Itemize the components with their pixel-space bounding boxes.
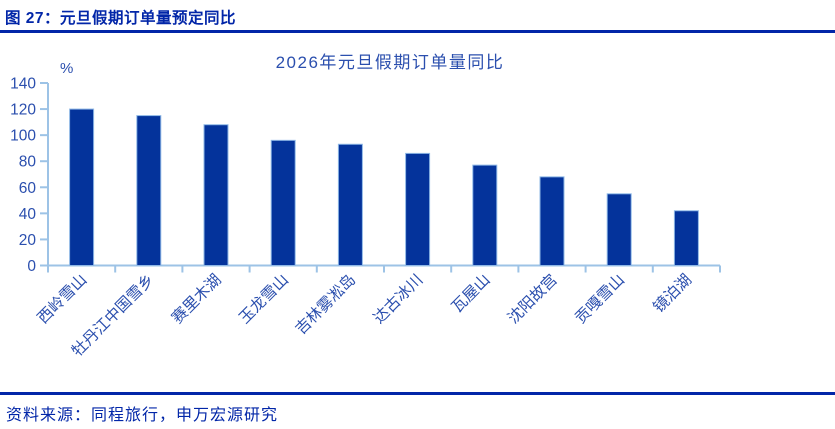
x-axis-label: 玉龙雪山: [235, 271, 292, 328]
bar: [136, 115, 162, 267]
y-axis-tick-label: 20: [19, 232, 37, 249]
y-axis-tick-label: 100: [10, 128, 36, 145]
y-axis-tick-label: 120: [10, 102, 36, 119]
y-axis-unit-label: %: [60, 60, 74, 77]
bar: [203, 124, 229, 267]
bar: [606, 193, 632, 266]
x-axis-label: 吉林雾凇岛: [292, 271, 360, 339]
y-axis-tick-label: 80: [19, 154, 37, 171]
x-axis-label: 镜泊湖: [649, 270, 695, 316]
y-axis-tick-label: 40: [19, 206, 37, 223]
header-divider: [0, 30, 835, 33]
chart-title: 2026年元旦假期订单量同比: [275, 53, 505, 72]
footer-divider: [0, 392, 835, 395]
y-axis-tick-label: 0: [27, 258, 36, 275]
bar-chart: 0 20 40 60 80 100 120 140 西岭雪山 牡丹江中国雪乡 赛里木湖 玉龙雪山 吉林雾…: [0, 33, 835, 389]
x-axis-label: 赛里木湖: [168, 270, 225, 327]
data-source: 资料来源：同程旅行，申万宏源研究: [6, 407, 279, 424]
bar: [405, 152, 431, 266]
bar: [472, 164, 498, 266]
y-axis-tick-label: 140: [10, 76, 36, 93]
x-axis-label: 沈阳故宫: [504, 271, 561, 328]
y-axis-tick-label: 60: [19, 180, 37, 197]
x-axis-label: 瓦屋山: [448, 271, 494, 317]
x-axis-label: 达古冰川: [370, 271, 427, 328]
bar: [539, 176, 565, 267]
figure-title: 图 27：元旦假期订单量预定同比: [5, 10, 237, 27]
x-axis-label: 贡嘎雪山: [571, 271, 628, 328]
bar: [337, 143, 363, 266]
bar: [270, 139, 296, 266]
bar: [673, 210, 699, 266]
bar: [69, 108, 95, 266]
x-axis-label: 西岭雪山: [34, 271, 91, 328]
